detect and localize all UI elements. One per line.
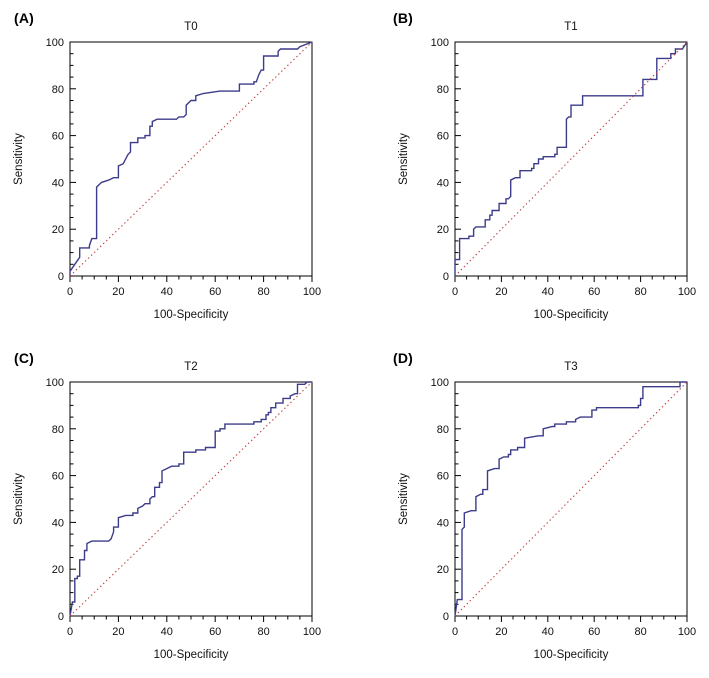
panel-a-label: (A) [14,10,35,26]
reference-diagonal [69,41,313,277]
x-tick-label: 60 [588,626,600,638]
y-tick-label: 20 [437,224,449,236]
x-tick-label: 100 [678,626,696,638]
y-tick-label: 100 [46,377,64,389]
y-tick-label: 20 [437,564,449,576]
roc-curve [69,41,313,276]
panel-a: (A) 0 20 40 60 80 100 0 20 40 60 80 100 T0 100-Specif… [0,0,354,339]
x-tick-label: 20 [495,286,507,298]
x-tick-label: 0 [452,626,458,638]
panel-c: (C) 0 20 40 60 80 100 0 20 40 60 80 100 T2 100-Specif… [0,340,354,678]
x-tick-label: 40 [161,286,173,298]
reference-diagonal [454,41,688,277]
x-axis-title: 100-Specificity [154,649,229,661]
y-tick-label: 80 [52,424,64,436]
y-axis-title: Sensitivity [398,133,410,185]
roc-chart-t3: 0 20 40 60 80 100 0 20 40 60 80 100 T3 100-Specificit… [398,361,696,661]
y-tick-label: 0 [58,271,64,283]
x-tick-label: 80 [634,626,646,638]
x-tick-label: 20 [495,626,507,638]
x-tick-label: 100 [678,286,696,298]
y-axis-title: Sensitivity [398,473,410,525]
x-tick-label: 40 [542,286,554,298]
chart-title: T3 [564,361,577,373]
x-tick-label: 60 [209,626,221,638]
roc-chart-t0: 0 20 40 60 80 100 0 20 40 60 80 100 T0 100-Specificit… [13,21,321,321]
panel-c-label: (C) [14,350,35,366]
x-tick-label: 80 [257,286,269,298]
y-tick-label: 0 [58,611,64,623]
x-tick-label: 20 [112,626,124,638]
chart-title: T2 [184,361,197,373]
x-tick-label: 0 [452,286,458,298]
x-tick-label: 0 [67,286,73,298]
y-tick-label: 0 [443,271,449,283]
y-tick-label: 40 [437,517,449,529]
reference-diagonal [69,381,313,617]
x-tick-label: 40 [161,626,173,638]
y-tick-label: 60 [52,471,64,483]
y-axis-title: Sensitivity [13,473,25,525]
chart-title: T1 [564,21,577,33]
y-axis-title: Sensitivity [13,133,25,185]
y-tick-label: 40 [437,177,449,189]
y-tick-label: 80 [437,84,449,96]
panel-b-label: (B) [393,10,414,26]
y-tick-label: 40 [52,177,64,189]
y-tick-label: 60 [437,131,449,143]
x-tick-label: 0 [67,626,73,638]
y-tick-label: 80 [437,424,449,436]
roc-chart-t1: 0 20 40 60 80 100 0 20 40 60 80 100 T1 100-Specificit… [398,21,696,321]
reference-diagonal [454,381,688,617]
y-tick-label: 100 [46,37,64,49]
chart-title: T0 [184,21,197,33]
x-tick-label: 100 [303,286,321,298]
x-axis-title: 100-Specificity [534,309,609,321]
x-tick-label: 80 [634,286,646,298]
x-tick-label: 20 [112,286,124,298]
y-tick-label: 20 [52,564,64,576]
y-tick-label: 80 [52,84,64,96]
roc-curve [454,41,688,276]
x-tick-label: 60 [588,286,600,298]
panel-d-label: (D) [393,350,414,366]
y-tick-label: 100 [431,377,449,389]
y-tick-label: 40 [52,517,64,529]
roc-curve [69,381,312,617]
roc-curve [454,381,687,617]
y-tick-label: 0 [443,611,449,623]
x-tick-label: 60 [209,286,221,298]
y-tick-label: 100 [431,37,449,49]
y-tick-label: 60 [52,131,64,143]
y-tick-label: 20 [52,224,64,236]
y-tick-label: 60 [437,471,449,483]
roc-chart-t2: 0 20 40 60 80 100 0 20 40 60 80 100 T2 100-Specificit… [13,361,321,661]
x-tick-label: 100 [303,626,321,638]
panel-d: (D) 0 20 40 60 80 100 0 20 40 60 80 100 T3 100-Specif… [355,340,709,678]
x-axis-title: 100-Specificity [154,309,229,321]
x-tick-label: 40 [542,626,554,638]
panel-b: (B) 0 20 40 60 80 100 0 20 40 60 80 100 T1 100-Specif… [355,0,709,339]
x-tick-label: 80 [257,626,269,638]
x-axis-title: 100-Specificity [534,649,609,661]
